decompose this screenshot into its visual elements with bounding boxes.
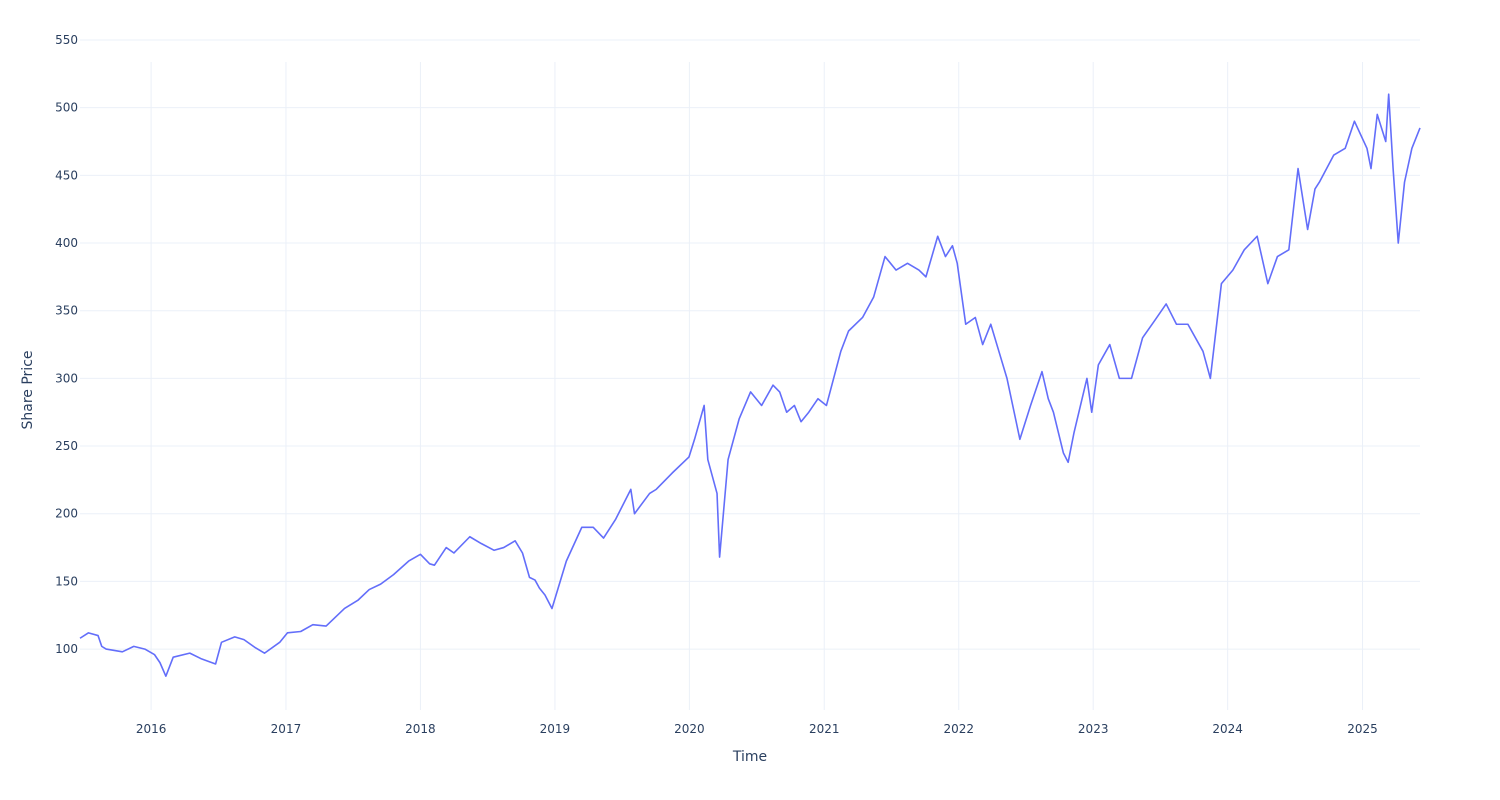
y-axis-ticks: 100 150 200 250 300 350 400 450 500 550 bbox=[55, 33, 78, 656]
y-tick-label: 300 bbox=[55, 371, 78, 385]
y-tick-label: 350 bbox=[55, 304, 78, 318]
y-tick-label: 500 bbox=[55, 101, 78, 115]
x-tick-label: 2018 bbox=[405, 722, 436, 736]
y-axis-title: Share Price bbox=[20, 350, 36, 429]
x-tick-label: 2022 bbox=[943, 722, 974, 736]
y-tick-label: 400 bbox=[55, 236, 78, 250]
x-tick-label: 2024 bbox=[1212, 722, 1243, 736]
x-tick-label: 2019 bbox=[540, 722, 571, 736]
y-tick-label: 200 bbox=[55, 507, 78, 521]
x-axis-title: Time bbox=[732, 749, 767, 765]
x-tick-label: 2021 bbox=[809, 722, 840, 736]
x-tick-label: 2025 bbox=[1347, 722, 1378, 736]
grid bbox=[80, 39, 1420, 710]
x-axis-ticks: 2016 2017 2018 2019 2020 2021 2022 2023 2024 2025 bbox=[136, 722, 1378, 736]
series-layer bbox=[79, 93, 1421, 677]
x-tick-label: 2016 bbox=[136, 722, 167, 736]
x-tick-label: 2023 bbox=[1078, 722, 1109, 736]
series-line bbox=[79, 93, 1421, 677]
y-tick-label: 250 bbox=[55, 439, 78, 453]
x-tick-label: 2017 bbox=[271, 722, 302, 736]
y-tick-label: 100 bbox=[55, 642, 78, 656]
y-tick-label: 550 bbox=[55, 33, 78, 47]
y-tick-label: 450 bbox=[55, 168, 78, 182]
x-tick-label: 2020 bbox=[674, 722, 705, 736]
y-tick-label: 150 bbox=[55, 574, 78, 588]
